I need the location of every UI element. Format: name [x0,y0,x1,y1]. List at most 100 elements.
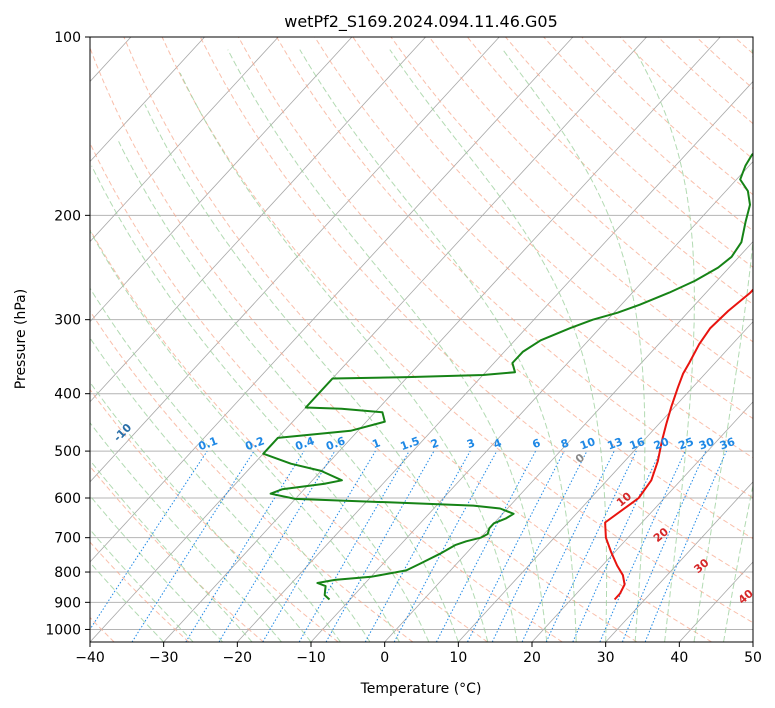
dry-adiabat-line [90,142,563,642]
mixing-ratio-line [467,450,565,642]
mixing-ratio-label: 0.6 [324,434,347,453]
mixing-ratio-label: 8 [559,436,571,451]
dry-adiabat-line [123,37,712,642]
y-tick-label: 600 [54,491,81,507]
x-tick-label: 20 [523,650,541,666]
mixing-ratio-label: 4 [492,436,504,451]
isotherm-line [90,37,500,483]
moist-adiabat-line [633,49,695,642]
dry-adiabat-line [90,465,264,642]
x-tick-label: 40 [670,650,688,666]
mixing-ratio-line [364,450,471,642]
isotherm-line [90,37,279,243]
y-tick-label: 900 [54,595,81,611]
y-tick-label: 700 [54,531,81,547]
isotherm-line [90,37,574,563]
moist-adiabat-line [90,494,223,642]
y-tick-label: 200 [54,208,81,224]
moist-adiabat-line [90,287,371,642]
chart-title: wetPf2_S169.2024.094.11.46.G05 [284,12,558,32]
isotherm-line [90,37,205,163]
mixing-ratio-line [131,450,255,642]
x-tick-label: −30 [149,650,179,666]
pressure-gridlines [90,37,753,630]
mixing-ratio-label: 1.5 [399,434,422,453]
isotherm-line [458,321,753,642]
mixing-ratio-label: 3 [465,436,477,451]
isotherm-line [531,401,753,642]
temperature-profile-line [604,288,753,601]
y-axis-label: Pressure (hPa) [13,289,29,389]
x-tick-label: −40 [75,650,105,666]
mixing-ratio-label: 25 [677,435,696,452]
mixing-ratio-label: 1 [370,436,382,451]
mixing-ratio-label: 30 [697,435,716,453]
mixing-ratio-label: 36 [718,435,737,453]
dry-adiabat-line [90,388,339,642]
moist-adiabat-line [227,49,548,642]
x-axis-label: Temperature (°C) [360,681,482,697]
x-tick-label: 30 [597,650,615,666]
dewpoint-profile-line [262,152,753,601]
y-tick-label: 1000 [45,622,81,638]
isotherm-line [90,37,647,642]
mixing-ratio-label: 2 [429,436,441,451]
y-tick-label: 100 [54,30,81,46]
mixing-ratio-label: 0.2 [243,434,266,453]
axis-ticks: −40 −30 −20 −10 0 10 20 30 40 5010020030040050060… [45,30,762,666]
dry-adiabat-line [90,46,638,642]
isotherm-line [310,160,753,642]
moist-adiabat-line [90,459,253,642]
moist-adiabat-line [502,49,646,642]
moist-adiabat-line [90,421,282,642]
mixing-ratio-line [90,450,208,631]
dry-adiabat-line [161,37,753,624]
dry-adiabat-line [352,37,753,420]
dry-adiabat-line [276,37,753,499]
moist-adiabat-line [389,49,608,642]
mixing-ratio-line [599,450,686,642]
x-tick-label: 10 [449,650,467,666]
mixing-ratio-line [644,450,727,642]
dry-adiabat-line [466,37,753,305]
isotherm-line [90,37,426,403]
isotherm-line [384,241,753,642]
x-tick-label: −20 [223,650,253,666]
mixing-ratio-label: 6 [531,436,543,451]
plot-frame [89,36,754,643]
x-tick-label: 50 [744,650,762,666]
moist-adiabat-line [693,49,753,642]
moist-adiabat-line [299,49,577,642]
mixing-ratio-line [521,450,615,642]
isotherm-line [605,481,753,642]
mixing-ratio-line [325,450,435,642]
mixing-ratio-label: 0.4 [293,434,316,453]
dry-adiabat-line [199,37,753,581]
mixing-ratio-line [545,450,637,642]
plot-area: 0.10.20.40.611.52346810131620253036-100-… [90,37,753,642]
moist-adiabat-line [90,337,341,642]
x-tick-label: 0 [380,650,389,666]
isotherm-line [90,37,353,323]
moist-adiabat-line [90,381,312,642]
mixing-ratio-lines [90,450,727,642]
mixing-ratio-label: 13 [606,435,625,452]
mixing-ratio-line [218,450,336,642]
y-tick-label: 300 [54,313,81,329]
mixing-ratio-line [572,450,662,642]
y-tick-label: 500 [54,444,81,460]
x-tick-label: −10 [296,650,326,666]
moist-adiabat-lines [90,49,753,642]
dry-adiabat-line [390,37,753,381]
moist-adiabat-line [723,482,753,642]
y-tick-label: 800 [54,565,81,581]
mixing-ratio-label: 16 [628,435,647,453]
mixing-ratio-label: 20 [652,435,671,453]
mixing-ratio-line [393,450,498,642]
mixing-ratio-line [435,450,537,642]
mixing-ratio-line [185,450,305,642]
isotherm-line [237,80,753,642]
dry-adiabat-line [237,37,753,540]
profile-series [262,152,753,601]
